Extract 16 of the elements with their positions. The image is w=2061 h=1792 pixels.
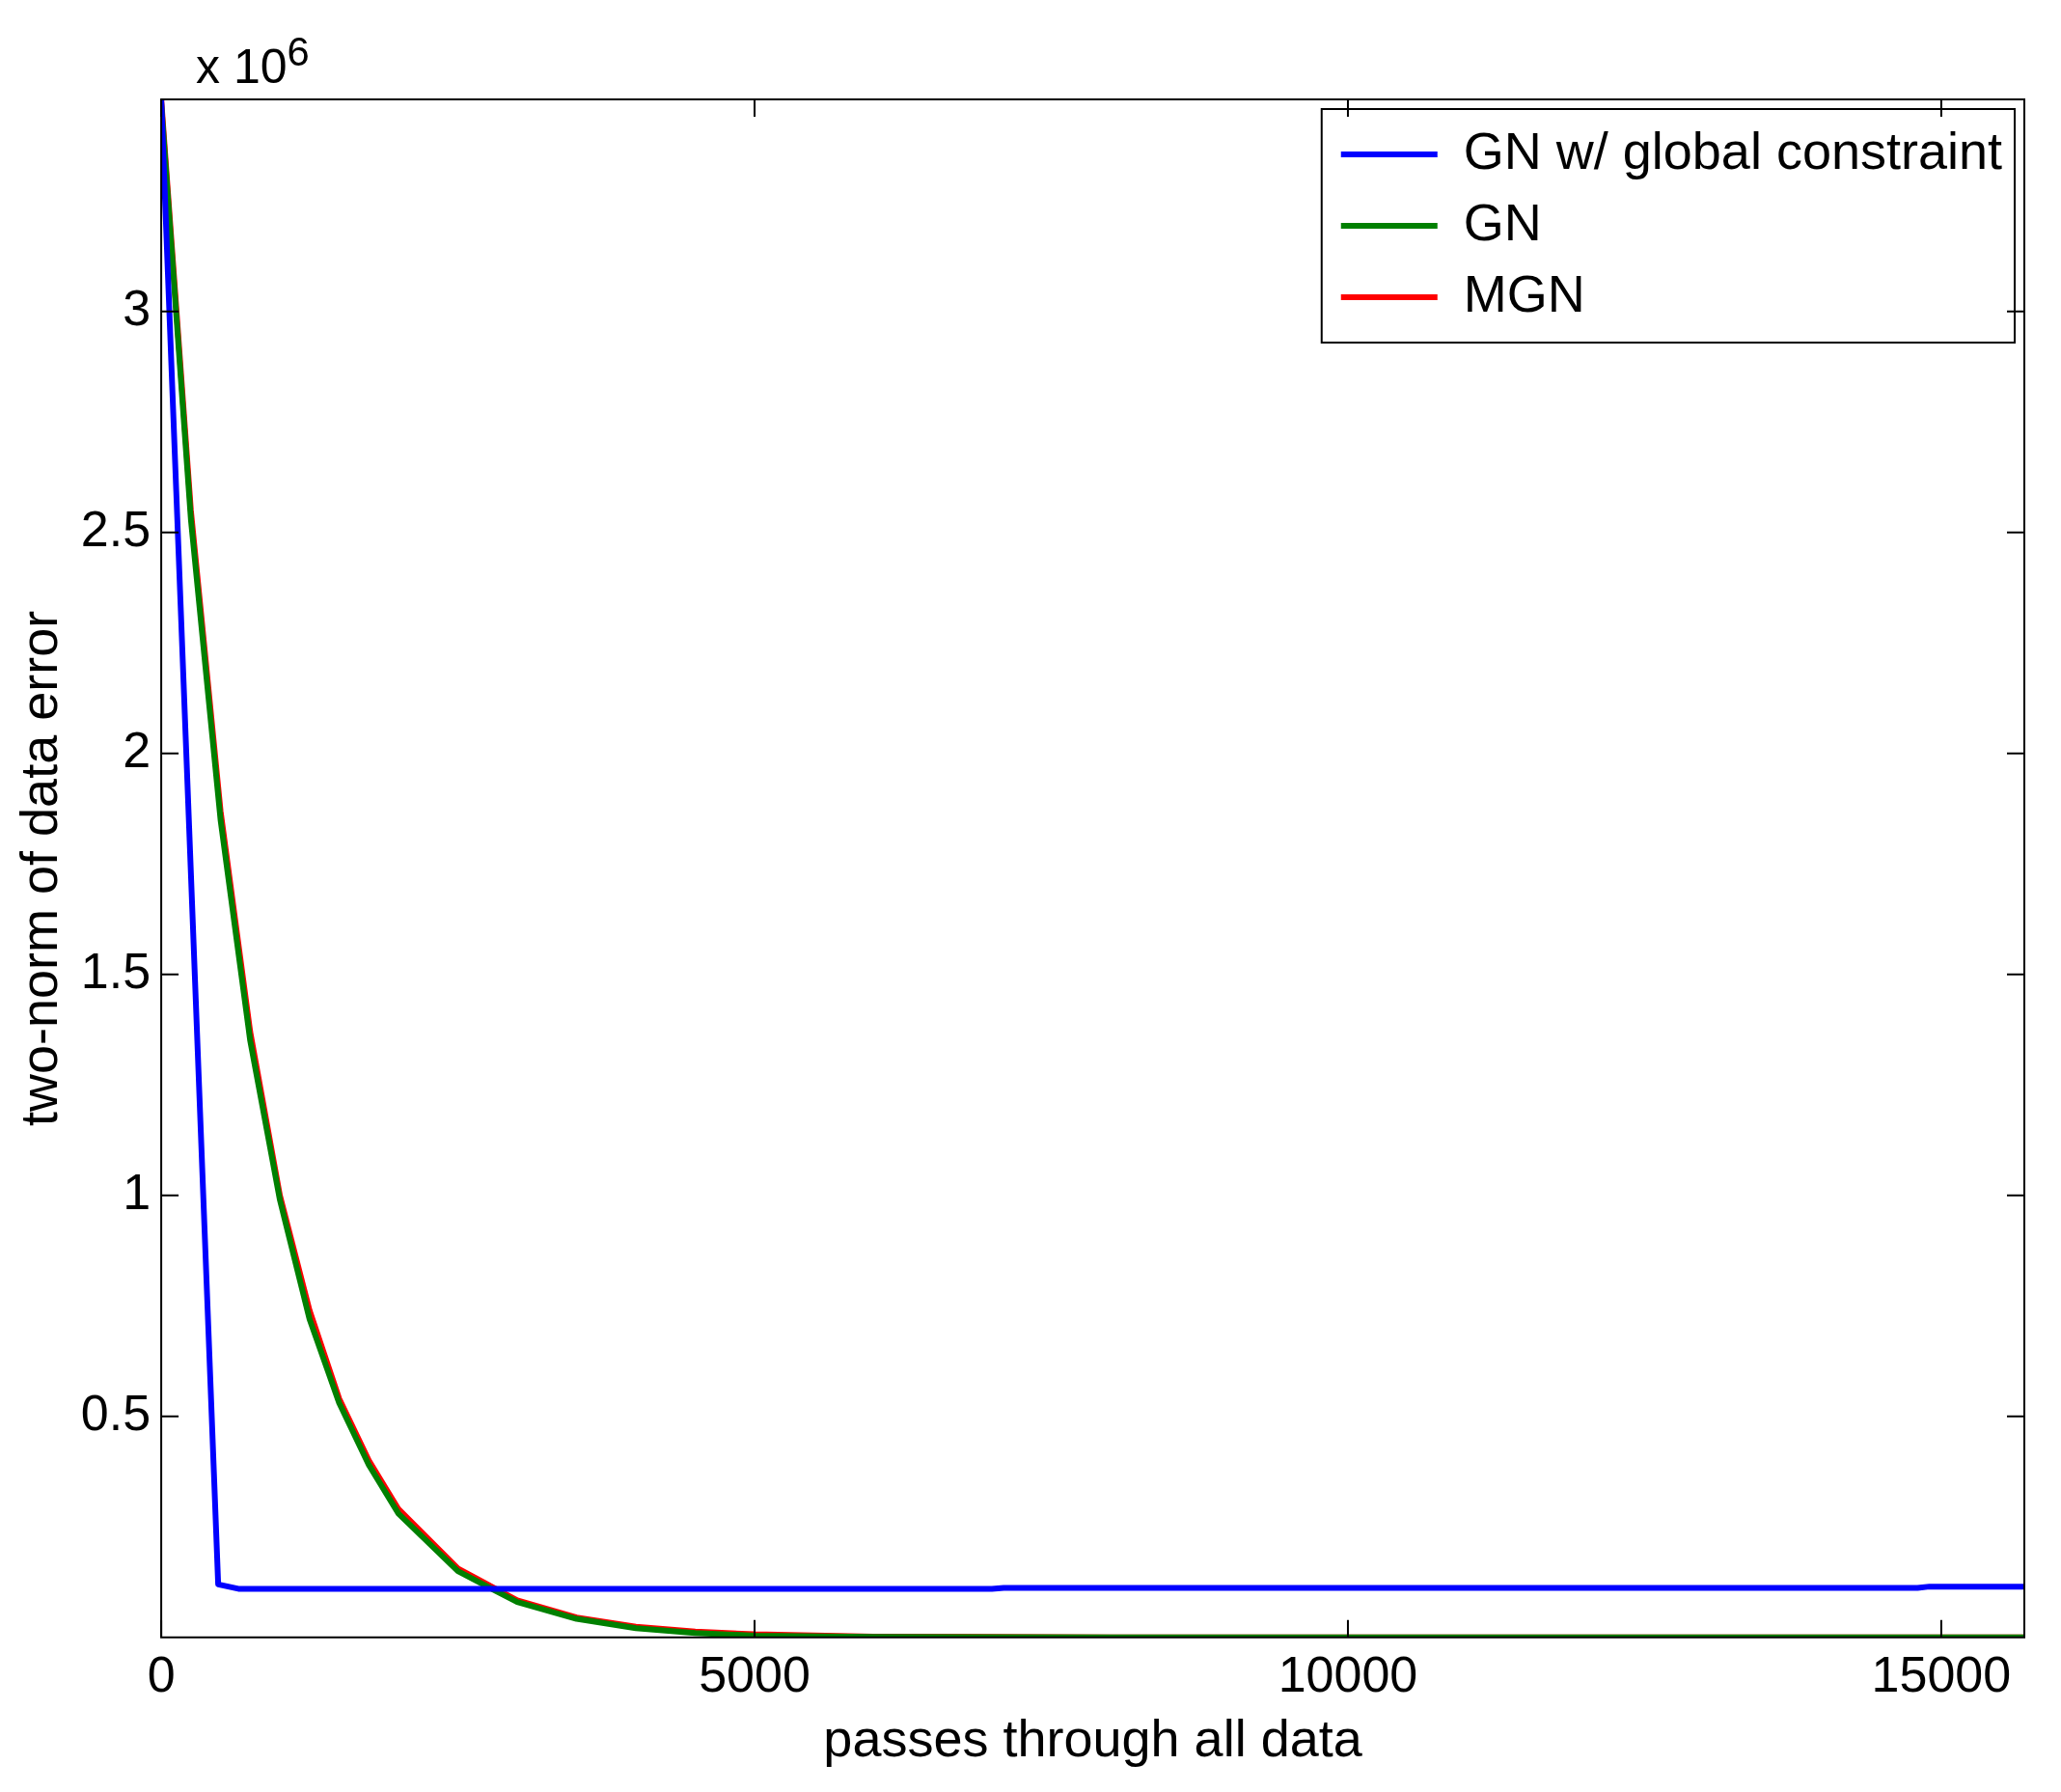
y-tick-label: 3 xyxy=(123,280,151,337)
legend-label: GN w/ global constraint xyxy=(1463,121,2002,179)
x-tick-label: 10000 xyxy=(1278,1646,1418,1703)
y-tick-label: 2 xyxy=(123,722,151,779)
x-tick-label: 15000 xyxy=(1871,1646,2012,1703)
legend-label: GN xyxy=(1463,192,1542,251)
y-tick-label: 2.5 xyxy=(80,501,151,558)
x-axis-title: passes through all data xyxy=(823,1709,1363,1768)
y-axis-title: two-norm of data error xyxy=(10,610,69,1126)
y-tick-label: 1 xyxy=(123,1164,151,1221)
text: x 10$^{6}$ xyxy=(196,29,310,94)
x-tick-label: 0 xyxy=(147,1646,176,1703)
x-tick-label: 5000 xyxy=(699,1646,811,1703)
y-tick-label: 1.5 xyxy=(80,943,151,1000)
y-tick-label: 0.5 xyxy=(80,1385,151,1442)
legend-label: MGN xyxy=(1463,263,1585,322)
